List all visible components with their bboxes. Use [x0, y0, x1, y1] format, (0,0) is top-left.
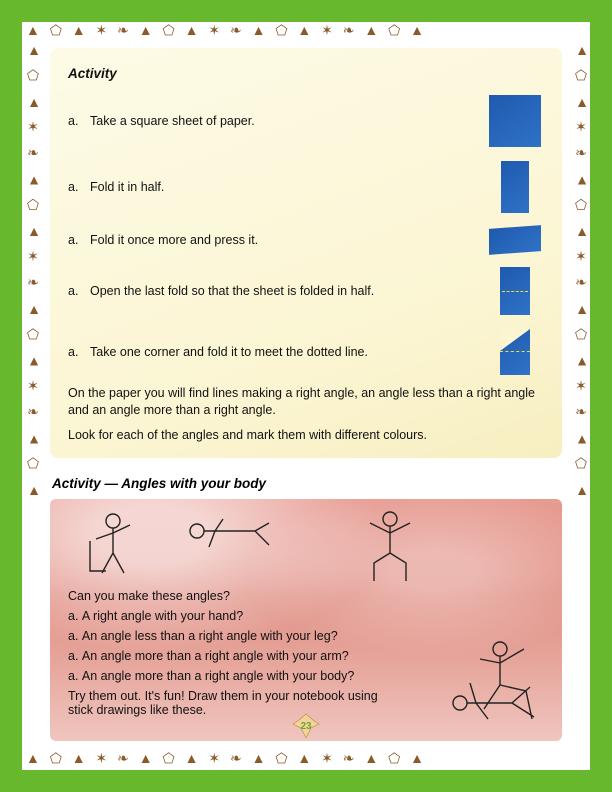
- step-text: Take a square sheet of paper.: [90, 114, 478, 128]
- activity2-intro: Can you make these angles?: [68, 589, 544, 603]
- content-area: Activity a. Take a square sheet of paper…: [50, 48, 562, 744]
- activity-box-1: Activity a. Take a square sheet of paper…: [50, 48, 562, 458]
- item-text: An angle more than a right angle with yo…: [82, 669, 354, 683]
- step-marker: a.: [68, 233, 82, 247]
- paper-square-icon: [486, 95, 544, 147]
- item-text: An angle less than a right angle with yo…: [82, 629, 338, 643]
- stick-figure-icon: [78, 511, 148, 581]
- item-marker: a.: [68, 649, 78, 663]
- activity2-outro: Try them out. It's fun! Draw them in you…: [68, 689, 398, 717]
- step-marker: a.: [68, 284, 82, 298]
- step-marker: a.: [68, 114, 82, 128]
- item-marker: a.: [68, 669, 78, 683]
- stick-figure-icon: [185, 517, 275, 557]
- item-marker: a.: [68, 609, 78, 623]
- step-row: a. Fold it once more and press it.: [68, 227, 544, 253]
- step-row: a. Take one corner and fold it to meet t…: [68, 329, 544, 375]
- step-row: a. Open the last fold so that the sheet …: [68, 267, 544, 315]
- decoration-top: ▲ ⬠ ▲ ✶ ❧ ▲ ⬠ ▲ ✶ ❧ ▲ ⬠ ▲ ✶ ❧ ▲ ⬠ ▲: [26, 22, 586, 42]
- item-marker: a.: [68, 629, 78, 643]
- step-text: Take one corner and fold it to meet the …: [90, 345, 478, 359]
- activity-box-2: Can you make these angles? a. A right an…: [50, 499, 562, 741]
- step-text: Fold it in half.: [90, 180, 478, 194]
- stick-figure-icon: [350, 509, 430, 589]
- decoration-left: ▲ ⬠ ▲ ✶ ❧ ▲ ⬠ ▲ ✶ ❧ ▲ ⬠ ▲ ✶ ❧ ▲ ⬠ ▲: [22, 42, 42, 750]
- activity1-para2: Look for each of the angles and mark the…: [68, 427, 544, 444]
- page-number-badge: 23: [291, 712, 321, 740]
- paper-open-icon: [486, 267, 544, 315]
- step-marker: a.: [68, 345, 82, 359]
- stick-figure-icon: [442, 659, 552, 729]
- paper-corner-icon: [486, 329, 544, 375]
- step-row: a. Fold it in half.: [68, 161, 544, 213]
- decoration-bottom: ▲ ⬠ ▲ ✶ ❧ ▲ ⬠ ▲ ✶ ❧ ▲ ⬠ ▲ ✶ ❧ ▲ ⬠ ▲: [26, 750, 586, 770]
- paper-half-icon: [486, 161, 544, 213]
- activity1-title: Activity: [68, 66, 544, 81]
- decoration-right: ▲ ⬠ ▲ ✶ ❧ ▲ ⬠ ▲ ✶ ❧ ▲ ⬠ ▲ ✶ ❧ ▲ ⬠ ▲: [570, 42, 590, 750]
- step-text: Fold it once more and press it.: [90, 233, 478, 247]
- item-text: An angle more than a right angle with yo…: [82, 649, 349, 663]
- step-marker: a.: [68, 180, 82, 194]
- list-item: a. A right angle with your hand?: [68, 609, 544, 623]
- activity1-para1: On the paper you will find lines making …: [68, 385, 544, 419]
- item-text: A right angle with your hand?: [82, 609, 243, 623]
- step-text: Open the last fold so that the sheet is …: [90, 284, 478, 298]
- activity2-title: Activity — Angles with your body: [52, 476, 562, 491]
- page-number: 23: [300, 721, 311, 732]
- step-row: a. Take a square sheet of paper.: [68, 95, 544, 147]
- paper-quarter-icon: [486, 227, 544, 253]
